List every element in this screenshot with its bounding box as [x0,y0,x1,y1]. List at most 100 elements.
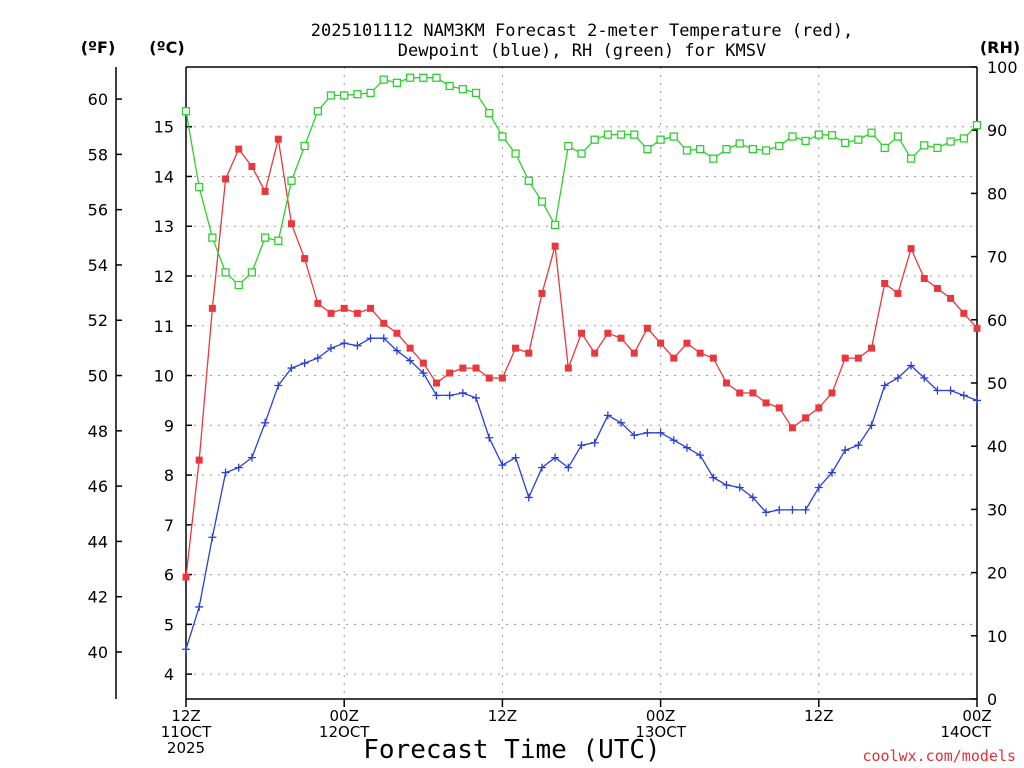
data-point [300,141,309,151]
data-point [459,364,467,372]
data-point [775,505,784,514]
data-point [656,135,665,144]
data-point [366,334,375,343]
data-point [393,329,401,337]
fahrenheit-tick-label: 48 [88,422,108,441]
data-point [603,411,612,420]
rh-tick-label: 90 [987,121,1007,140]
data-point [868,344,876,352]
data-point [419,359,427,367]
data-point [432,379,440,387]
data-point [630,349,638,357]
data-point [893,132,903,141]
data-point [260,233,270,242]
x-tick-label: 00Z [962,707,991,725]
data-point [458,84,468,94]
celsius-tick-label: 9 [164,416,174,435]
data-point [630,130,639,139]
data-point [616,130,626,139]
x-tick-label: 13OCT [635,723,686,741]
data-point [841,354,849,362]
data-point [419,73,428,82]
data-point [880,381,889,390]
rh-tick-label: 20 [987,564,1007,583]
data-point [248,163,256,171]
data-point [854,354,862,362]
data-point [802,414,810,422]
data-point [946,386,955,395]
data-point [181,107,191,116]
data-point [749,389,757,397]
data-point [748,493,757,502]
data-point [893,374,902,383]
data-point [367,304,375,312]
celsius-tick-label: 7 [164,516,174,535]
data-point [366,88,375,98]
data-point [313,354,322,363]
data-point [657,339,665,347]
data-point [432,73,441,82]
data-point [300,359,309,368]
data-point [630,431,639,440]
fahrenheit-tick-label: 58 [88,145,108,164]
data-point [353,309,361,317]
data-point [498,461,507,470]
celsius-tick-label: 11 [154,317,174,336]
data-point [485,433,494,442]
celsius-unit-label: (ºC) [149,38,184,57]
data-point [353,90,362,99]
data-point [617,418,626,427]
data-point [380,319,388,327]
data-point [735,483,744,492]
data-point [656,428,665,437]
data-point [564,364,572,372]
data-point [828,389,836,397]
data-point [894,289,902,297]
x-tick-label: 12Z [488,707,517,725]
data-point [920,374,929,383]
data-point [511,453,520,462]
data-point [827,131,837,140]
data-point [867,128,876,137]
data-point [854,441,863,450]
data-point [287,364,296,373]
data-point [617,334,625,342]
data-point [748,145,758,154]
data-point [762,508,771,517]
rh-tick-label: 10 [987,627,1007,646]
celsius-tick-label: 10 [154,367,174,386]
data-point [788,132,797,141]
data-point [287,176,296,185]
chart-title-line-1: 2025101112 NAM3KM Forecast 2-meter Tempe… [311,21,853,41]
data-point [933,284,941,292]
data-point [683,339,691,347]
data-point [590,135,599,144]
data-point [669,132,678,141]
data-point [195,456,203,464]
data-point [234,280,243,290]
data-point [564,463,573,472]
data-point [313,107,322,116]
rh-tick-label: 40 [987,437,1007,456]
fahrenheit-tick-label: 52 [88,311,108,330]
data-point [235,145,243,153]
rh-tick-label: 30 [987,500,1007,519]
data-point [696,349,704,357]
data-point [709,154,718,163]
data-point [881,279,889,287]
x-tick-label: 2025 [167,739,205,757]
data-point [880,143,889,153]
data-point [379,334,388,343]
data-point [511,149,520,158]
data-point [392,78,402,87]
data-point [340,304,348,312]
rh-tick-label: 100 [987,58,1018,77]
data-point [696,451,705,460]
data-point [604,329,612,337]
tick-labels: 4042444648505254565860456789101112131415… [88,58,1018,757]
data-point [379,75,388,84]
data-point [472,364,480,372]
celsius-tick-label: 8 [164,466,174,485]
data-point [590,438,599,447]
